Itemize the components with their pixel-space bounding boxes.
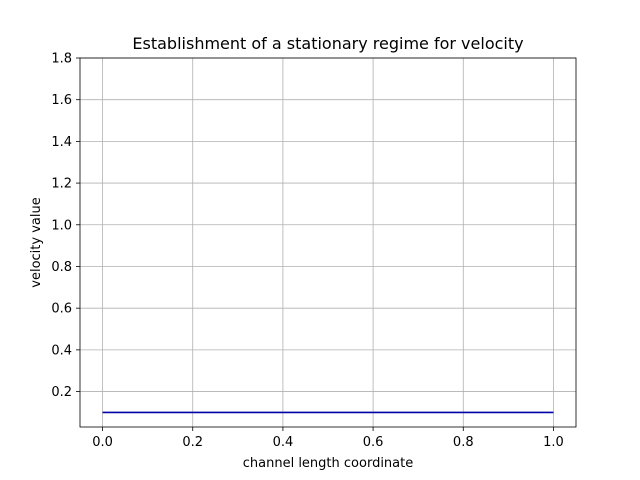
x-axis-label: channel length coordinate xyxy=(243,456,413,471)
x-tick-label: 0.4 xyxy=(273,435,294,450)
x-tick-label: 0.0 xyxy=(92,435,113,450)
y-tick-label: 0.8 xyxy=(51,260,72,275)
ticks: 0.0 0.2 0.4 0.6 0.8 1.0 0.2 0.4 0.6 0.8 1.0 1.2 1.4 1… xyxy=(51,52,563,451)
x-tick-label: 0.2 xyxy=(182,435,203,450)
x-tick-label: 0.8 xyxy=(453,435,474,450)
grid xyxy=(80,57,576,427)
chart-title: Establishment of a stationary regime for… xyxy=(132,34,523,53)
y-tick-label: 1.0 xyxy=(51,218,72,233)
y-tick-label: 0.6 xyxy=(51,302,72,317)
y-axis-label: velocity value xyxy=(29,197,44,287)
y-tick-label: 0.4 xyxy=(51,343,72,358)
plot-area-frame xyxy=(79,57,577,428)
y-tick-label: 1.4 xyxy=(51,135,72,150)
y-tick-label: 0.2 xyxy=(51,385,72,400)
y-tick-label: 1.6 xyxy=(51,93,72,108)
y-tick-label: 1.8 xyxy=(51,52,72,67)
y-tick-label: 1.2 xyxy=(51,177,72,192)
x-tick-label: 0.6 xyxy=(363,435,384,450)
x-tick-label: 1.0 xyxy=(543,435,564,450)
